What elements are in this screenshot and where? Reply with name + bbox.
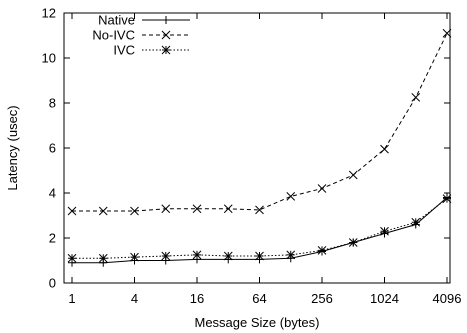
data-point bbox=[317, 184, 327, 193]
data-point bbox=[98, 206, 108, 216]
data-point bbox=[411, 93, 421, 102]
data-point bbox=[67, 253, 77, 263]
data-point bbox=[348, 170, 358, 180]
data-point bbox=[348, 238, 358, 247]
data-point bbox=[192, 250, 202, 260]
data-point bbox=[130, 206, 139, 216]
series-line bbox=[72, 198, 448, 259]
data-point bbox=[442, 28, 452, 38]
y-tick-label: 2 bbox=[49, 231, 56, 246]
data-point bbox=[255, 205, 264, 215]
data-point bbox=[317, 246, 327, 255]
series-no-ivc bbox=[67, 28, 452, 216]
x-tick-label: 1 bbox=[68, 291, 75, 306]
series-ivc bbox=[67, 194, 452, 263]
data-point bbox=[380, 144, 389, 154]
y-tick-label: 8 bbox=[49, 96, 56, 111]
y-tick-label: 10 bbox=[42, 51, 56, 66]
x-tick-label: 64 bbox=[252, 291, 266, 306]
data-point bbox=[192, 204, 202, 214]
x-tick-label: 4096 bbox=[433, 291, 462, 306]
data-point bbox=[255, 251, 264, 261]
data-point bbox=[130, 252, 139, 262]
x-axis-ticks: 1 4 16 64 256 1024 4096 bbox=[68, 13, 461, 306]
y-axis-ticks: 0 2 4 6 8 10 12 bbox=[42, 6, 450, 291]
x-axis-label: Message Size (bytes) bbox=[195, 315, 320, 330]
data-point bbox=[161, 204, 171, 214]
data-point bbox=[98, 253, 108, 263]
data-point bbox=[223, 251, 233, 261]
x-tick-label: 4 bbox=[131, 291, 138, 306]
legend-marker bbox=[161, 30, 171, 40]
x-tick-label: 1024 bbox=[370, 291, 399, 306]
series-line bbox=[72, 33, 448, 212]
legend-marker bbox=[161, 45, 171, 55]
data-point bbox=[286, 250, 296, 260]
y-tick-label: 12 bbox=[42, 6, 56, 21]
data-point bbox=[223, 204, 233, 214]
data-point bbox=[286, 192, 296, 201]
data-point bbox=[380, 226, 389, 236]
data-point bbox=[411, 217, 421, 227]
legend-label: No-IVC bbox=[92, 28, 135, 43]
x-tick-label: 16 bbox=[190, 291, 204, 306]
data-point bbox=[442, 194, 452, 203]
data-point bbox=[67, 206, 77, 216]
y-axis-label: Latency (usec) bbox=[5, 105, 20, 190]
x-tick-label: 256 bbox=[311, 291, 333, 306]
legend-label: Native bbox=[98, 13, 135, 28]
legend-marker bbox=[162, 16, 170, 24]
y-tick-label: 6 bbox=[49, 141, 56, 156]
data-point bbox=[161, 251, 171, 261]
y-tick-label: 0 bbox=[49, 276, 56, 291]
legend-label: IVC bbox=[113, 43, 135, 58]
y-tick-label: 4 bbox=[49, 186, 56, 201]
series-layer bbox=[67, 28, 452, 267]
